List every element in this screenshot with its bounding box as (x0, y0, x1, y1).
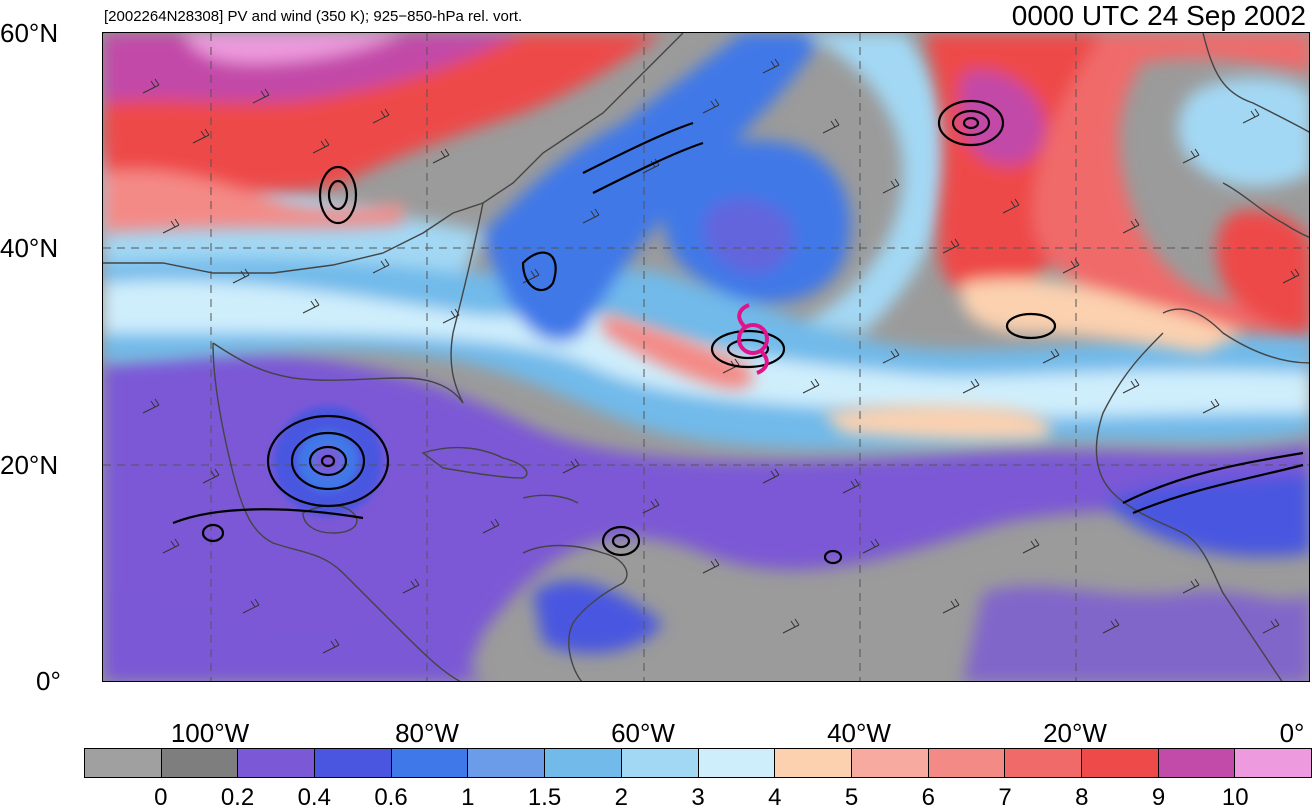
colorbar-tick-label: 1 (461, 784, 475, 811)
lon-label-40w: 40°W (827, 718, 891, 748)
lat-label-0: 0° (36, 666, 61, 696)
colorbar-tick-label: 0.2 (220, 784, 255, 811)
colorbar-tick-label: 3 (691, 784, 705, 811)
colorbar-tick-label: 6 (921, 784, 935, 811)
lat-label-40n: 40°N (0, 233, 59, 263)
pv-wind-map (102, 32, 1310, 682)
pv-shading (103, 33, 1309, 681)
pv-colorbar (84, 748, 1312, 778)
colorbar-tick-label: 1.5 (527, 784, 562, 811)
colorbar-swatch (1081, 749, 1159, 777)
map-valid-time: 0000 UTC 24 Sep 2002 (1011, 0, 1306, 31)
lon-label-20w: 20°W (1043, 718, 1107, 748)
colorbar-swatch (391, 749, 469, 777)
colorbar-swatch (238, 749, 316, 777)
colorbar-swatch (851, 749, 929, 777)
lon-label-60w: 60°W (611, 718, 675, 748)
lon-label-100w: 100°W (170, 718, 250, 748)
colorbar-tick-label: 0.6 (374, 784, 408, 811)
colorbar-tick-label: 7 (998, 784, 1012, 811)
colorbar-tick-label: 10 (1221, 784, 1249, 811)
colorbar-swatch (545, 749, 622, 777)
colorbar-tick-label: 0.4 (297, 784, 331, 811)
colorbar-swatch (621, 749, 699, 777)
lat-label-60n: 60°N (0, 18, 59, 48)
colorbar-tick-label: 8 (1075, 784, 1089, 811)
colorbar-swatch (1158, 749, 1236, 777)
colorbar-swatch (928, 749, 1006, 777)
colorbar-swatch (698, 749, 776, 777)
colorbar-tick-label: 4 (768, 784, 782, 811)
colorbar-swatch (161, 749, 239, 777)
map-subtitle: [2002264N28308] PV and wind (350 K); 925… (104, 8, 523, 25)
storm-marker-icon (737, 303, 769, 375)
colorbar-swatch (315, 749, 392, 777)
colorbar-tick-label: 5 (844, 784, 859, 811)
colorbar-tick-label: 0 (154, 784, 168, 811)
lat-label-20n: 20°N (0, 450, 59, 480)
colorbar-swatch (468, 749, 546, 777)
graticule (103, 33, 1309, 681)
colorbar-tick-label: 2 (614, 784, 628, 811)
colorbar-swatch (85, 749, 162, 777)
vorticity-contours (172, 99, 1304, 565)
colorbar-swatch (1005, 749, 1082, 777)
lon-label-80w: 80°W (395, 718, 459, 748)
colorbar-swatch (775, 749, 852, 777)
map-canvas (103, 33, 1309, 681)
colorbar-swatch (1235, 749, 1311, 777)
lon-label-0: 0° (1279, 718, 1305, 748)
colorbar-tick-label: 9 (1151, 784, 1166, 811)
